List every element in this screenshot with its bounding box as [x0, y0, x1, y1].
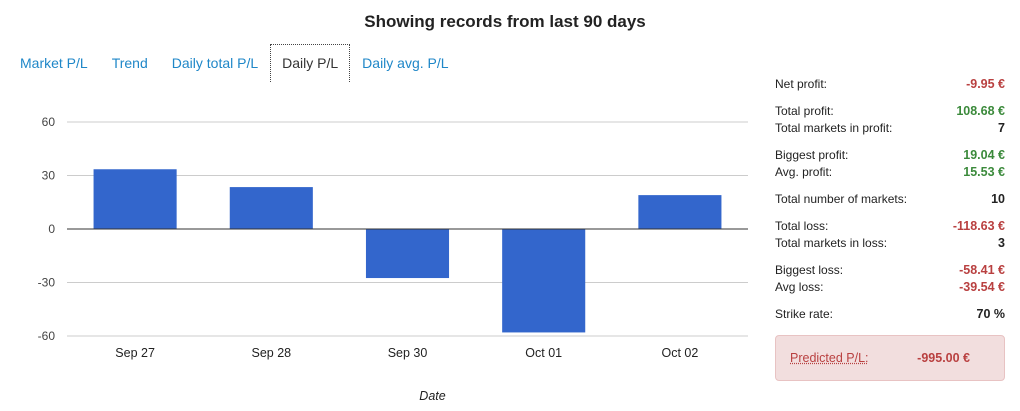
stat-biggest-profit: Biggest profit: 19.04 € — [775, 147, 1005, 164]
stat-label: Total number of markets: — [775, 192, 908, 206]
stat-label: Total markets in profit: — [775, 121, 893, 135]
stat-value: 10 — [991, 192, 1005, 206]
bar — [638, 195, 722, 229]
stat-label: Net profit: — [775, 77, 828, 91]
stat-strike-rate: Strike rate: 70 % — [775, 306, 1005, 323]
x-tick-label: Sep 27 — [115, 346, 155, 360]
stat-value: -118.63 € — [952, 219, 1005, 233]
stat-label: Total markets in loss: — [775, 236, 888, 250]
stat-value: 70 % — [976, 307, 1006, 321]
stat-value: 108.68 € — [956, 104, 1005, 118]
stats-panel: Net profit: -9.95 € Total profit: 108.68… — [775, 76, 1005, 381]
x-axis-title: Date — [419, 389, 445, 403]
bar — [229, 187, 313, 229]
stat-value: 15.53 € — [963, 165, 1005, 179]
x-tick-label: Oct 01 — [525, 346, 562, 360]
stat-label: Total profit: — [775, 104, 834, 118]
tab-daily-avg-pl[interactable]: Daily avg. P/L — [362, 55, 449, 71]
bar — [502, 229, 586, 333]
predicted-pl-box: Predicted P/L: -995.00 € — [775, 335, 1005, 381]
tab-daily-pl[interactable]: Daily P/L — [270, 44, 351, 82]
bar — [365, 229, 450, 279]
stat-net-profit: Net profit: -9.95 € — [775, 76, 1005, 93]
stat-value: 3 — [998, 236, 1005, 250]
stat-avg-profit: Avg. profit: 15.53 € — [775, 164, 1005, 181]
stat-label: Total loss: — [775, 219, 829, 233]
chart-tabs: Market P/L Trend Daily total P/L Daily P… — [8, 44, 461, 82]
stat-value: 19.04 € — [963, 148, 1005, 162]
stat-label: Biggest profit: — [775, 148, 849, 162]
tab-market-pl[interactable]: Market P/L — [20, 55, 88, 71]
y-tick-label: 0 — [48, 222, 55, 236]
predicted-pl-value: -995.00 € — [917, 351, 970, 365]
stat-label: Avg. profit: — [775, 165, 833, 179]
daily-pl-chart: 60 30 0 -30 -60 Sep 27 Sep 28 Sep 30 Oct 01 Oct 0… — [38, 115, 748, 403]
stat-label: Strike rate: — [775, 307, 834, 321]
stat-value: -39.54 € — [959, 280, 1005, 294]
x-tick-label: Sep 30 — [388, 346, 428, 360]
chart-area: 60 30 0 -30 -60 Sep 27 Sep 28 Sep 30 Oct 01 Oct 0… — [5, 82, 757, 411]
tab-daily-total-pl[interactable]: Daily total P/L — [171, 55, 259, 71]
page-title: Showing records from last 90 days — [364, 12, 646, 31]
stat-total-loss: Total loss: -118.63 € — [775, 218, 1005, 235]
stat-value: -9.95 € — [966, 77, 1005, 91]
predicted-pl-label[interactable]: Predicted P/L: — [790, 351, 869, 365]
stat-markets-in-profit: Total markets in profit: 7 — [775, 120, 1005, 137]
y-tick-label: -30 — [38, 276, 56, 290]
stat-value: -58.41 € — [959, 263, 1005, 277]
tab-trend[interactable]: Trend — [111, 55, 148, 71]
bar — [93, 169, 177, 229]
y-tick-label: -60 — [38, 329, 56, 343]
stat-avg-loss: Avg loss: -39.54 € — [775, 279, 1005, 296]
stat-markets-in-loss: Total markets in loss: 3 — [775, 235, 1005, 252]
stat-total-markets: Total number of markets: 10 — [775, 191, 1005, 208]
stat-biggest-loss: Biggest loss: -58.41 € — [775, 262, 1005, 279]
stat-total-profit: Total profit: 108.68 € — [775, 103, 1005, 120]
stat-label: Avg loss: — [775, 280, 824, 294]
y-tick-label: 60 — [42, 115, 56, 129]
stat-label: Biggest loss: — [775, 263, 844, 277]
x-tick-label: Oct 02 — [661, 346, 698, 360]
stat-value: 7 — [998, 121, 1005, 135]
x-tick-label: Sep 28 — [251, 346, 291, 360]
y-tick-label: 30 — [42, 169, 56, 183]
